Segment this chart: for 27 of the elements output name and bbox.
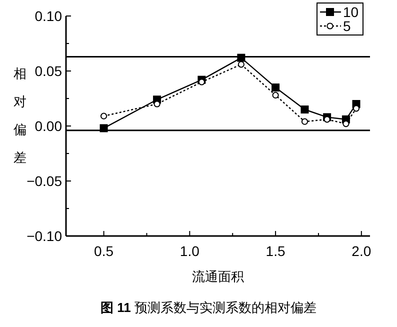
y-tick-label: −0.05: [26, 173, 62, 189]
point: [300, 106, 309, 114]
legend-label: 5: [343, 18, 351, 34]
x-tick-label: 2.0: [352, 243, 372, 259]
point: [100, 112, 108, 120]
legend-label: 10: [343, 4, 359, 20]
point: [272, 84, 280, 92]
y-tick-label: 0.00: [34, 118, 62, 134]
point: [352, 105, 360, 112]
point: [198, 78, 205, 86]
x-tick-label: 1.5: [266, 243, 286, 259]
x-tick-label: 1.0: [180, 243, 200, 259]
point: [100, 124, 108, 132]
y-tick-label: 0.10: [34, 8, 62, 24]
point: [324, 116, 330, 123]
x-tick-label: 0.5: [94, 243, 114, 259]
text: 图 11 预测系数与实测系数的相对偏差: [100, 300, 316, 315]
y-tick-label: 0.05: [34, 63, 62, 79]
y-tick-label: −0.10: [26, 228, 62, 244]
point: [237, 54, 246, 62]
point: [238, 61, 244, 68]
y-axis-title: 相对偏差: [14, 66, 26, 165]
x-axis-title: 流通面积: [192, 269, 244, 284]
point: [301, 118, 308, 125]
point: [154, 100, 160, 108]
point: [272, 92, 279, 98]
point: [342, 120, 350, 128]
